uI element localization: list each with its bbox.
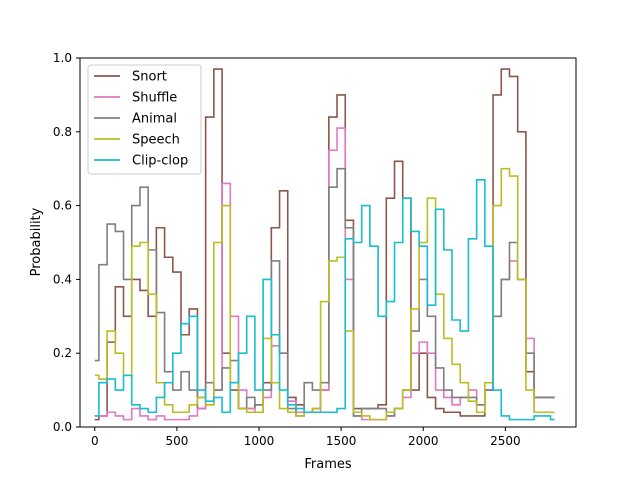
y-tick-label: 0.0: [53, 420, 72, 434]
y-tick-label: 0.2: [53, 346, 72, 360]
x-tick-label: 0: [91, 434, 99, 448]
series-layer: [94, 68, 555, 421]
y-tick-label: 0.8: [53, 125, 72, 139]
x-tick-label: 2000: [408, 434, 439, 448]
x-axis-label: Frames: [304, 457, 352, 472]
legend-label-snort: Snort: [132, 70, 167, 85]
x-tick-label: 1500: [326, 434, 357, 448]
legend-label-clip-clop: Clip-clop: [132, 154, 188, 169]
legend-label-speech: Speech: [132, 133, 180, 148]
legend-box: [87, 64, 202, 175]
legend-label-shuffle: Shuffle: [132, 91, 177, 106]
legend-label-animal: Animal: [132, 112, 177, 127]
axes-layer: 0 500 1000 1500 2000 2500 0.0 0.2 0.4 0.6 0.8 1.0: [53, 51, 577, 448]
y-tick-label: 0.4: [53, 272, 72, 286]
legend: Snort Shuffle Animal Speech Clip-clop: [87, 64, 202, 175]
series-line-clip-clop: [94, 178, 555, 421]
x-tick-label: 2500: [490, 434, 521, 448]
y-tick-label: 0.6: [53, 199, 72, 213]
y-axis-label: Probability: [29, 207, 44, 276]
y-tick-label: 1.0: [53, 51, 72, 65]
series-line-animal: [94, 167, 555, 417]
x-tick-label: 500: [165, 434, 188, 448]
series-line-speech: [94, 167, 555, 421]
plot-frame: [79, 57, 577, 428]
x-tick-label: 1000: [244, 434, 275, 448]
